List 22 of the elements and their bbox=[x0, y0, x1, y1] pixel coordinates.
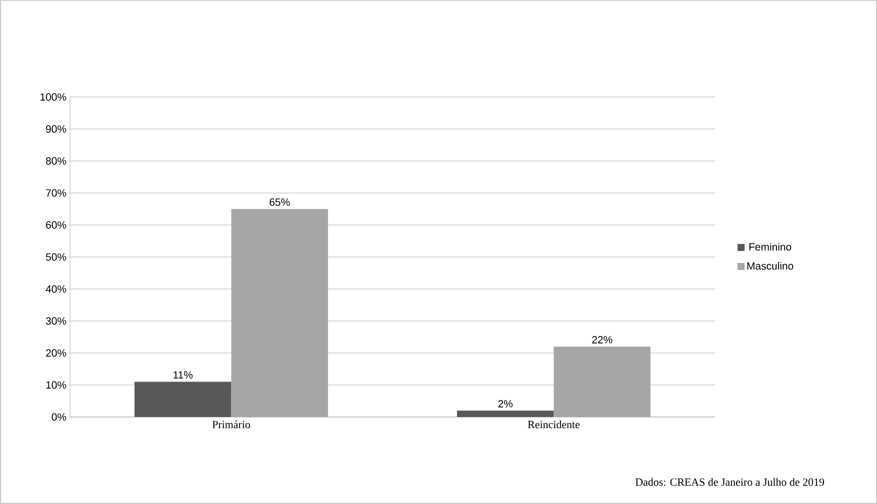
y-tick-label: 0% bbox=[52, 413, 66, 421]
x-tick-label: Reincidente bbox=[528, 420, 580, 428]
y-tick-label: 10% bbox=[46, 381, 66, 389]
y-tick-label: 70% bbox=[46, 189, 66, 197]
text: Dados: CREAS de Janeiro a Julho de 2019 bbox=[635, 478, 824, 486]
y-tick-label: 90% bbox=[46, 125, 66, 133]
y-tick-label: 40% bbox=[46, 285, 66, 293]
bar bbox=[134, 382, 232, 417]
data-label: 65% bbox=[270, 198, 290, 206]
x-tick-label: Primário bbox=[212, 420, 250, 428]
legend-label: Masculino bbox=[747, 262, 794, 270]
bar bbox=[457, 410, 554, 417]
data-label: 22% bbox=[592, 336, 612, 344]
y-tick-label: 100% bbox=[40, 93, 66, 101]
legend-label: Feminino bbox=[749, 242, 792, 251]
data-label: 2% bbox=[498, 400, 513, 408]
y-tick-label: 20% bbox=[46, 349, 66, 357]
y-tick-label: 50% bbox=[46, 253, 66, 261]
y-tick-label: 80% bbox=[46, 157, 66, 165]
y-tick-label: 60% bbox=[46, 221, 66, 229]
data-label: 11% bbox=[174, 371, 193, 379]
y-tick-label: 30% bbox=[46, 317, 66, 325]
